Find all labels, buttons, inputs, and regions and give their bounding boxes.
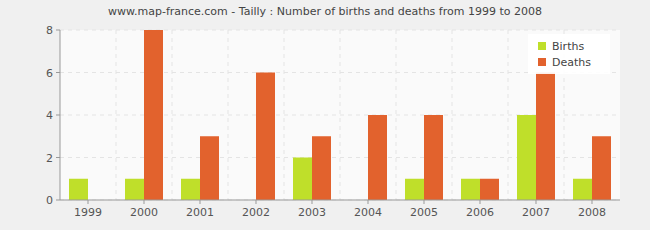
y-tick-label: 0: [46, 194, 53, 207]
grid-line-x: [340, 30, 341, 200]
legend-swatch: [538, 58, 546, 66]
bar: [312, 136, 331, 200]
title: www.map-france.com - Tailly : Number of …: [108, 5, 542, 18]
bar: [144, 30, 163, 200]
x-tick: [144, 200, 145, 204]
grid-line-x: [228, 30, 229, 200]
x-tick: [88, 200, 89, 204]
legend-label: Deaths: [552, 56, 591, 69]
x-tick: [536, 200, 537, 204]
x-tick: [480, 200, 481, 204]
bar: [69, 179, 88, 200]
x-tick: [200, 200, 201, 204]
grid-line-x: [508, 30, 509, 200]
x-tick-label: 2002: [242, 206, 270, 219]
y-tick: [56, 200, 60, 201]
y-tick-label: 4: [46, 109, 53, 122]
x-tick-label: 1999: [74, 206, 102, 219]
bar: [405, 179, 424, 200]
y-tick: [56, 30, 60, 31]
bar: [125, 179, 144, 200]
y-tick-label: 2: [46, 152, 53, 165]
y-axis: [60, 30, 61, 200]
x-tick-label: 2000: [130, 206, 158, 219]
bar: [536, 73, 555, 201]
chart-container: www.map-france.com - Tailly : Number of …: [0, 0, 650, 230]
background: [0, 0, 650, 230]
bar: [200, 136, 219, 200]
x-tick: [368, 200, 369, 204]
bar: [424, 115, 443, 200]
bars: [69, 30, 611, 200]
bar: [368, 115, 387, 200]
x-tick-label: 2005: [410, 206, 438, 219]
grid-line-x: [396, 30, 397, 200]
bar: [293, 158, 312, 201]
x-tick: [424, 200, 425, 204]
x-tick-label: 2007: [522, 206, 550, 219]
chart-svg: www.map-france.com - Tailly : Number of …: [0, 0, 650, 230]
x-tick: [592, 200, 593, 204]
legend-swatch: [538, 42, 546, 50]
x-tick: [312, 200, 313, 204]
y-tick: [56, 157, 60, 158]
x-tick-label: 2008: [578, 206, 606, 219]
y-tick-label: 6: [46, 67, 53, 80]
x-tick: [256, 200, 257, 204]
y-tick: [56, 115, 60, 116]
bar: [256, 73, 275, 201]
x-tick-label: 2001: [186, 206, 214, 219]
bar: [181, 179, 200, 200]
bar: [517, 115, 536, 200]
bar: [480, 179, 499, 200]
bar: [592, 136, 611, 200]
grid-line-x: [284, 30, 285, 200]
x-tick-label: 2004: [354, 206, 382, 219]
bar: [461, 179, 480, 200]
legend-label: Births: [552, 40, 584, 53]
grid-line-x: [452, 30, 453, 200]
y-tick-label: 8: [46, 24, 53, 37]
x-tick-label: 2003: [298, 206, 326, 219]
x-tick-label: 2006: [466, 206, 494, 219]
bar: [573, 179, 592, 200]
legend-box: [528, 34, 610, 74]
plot-area: [60, 30, 620, 200]
grid-line-x: [116, 30, 117, 200]
y-tick: [56, 72, 60, 73]
grid-line-x: [172, 30, 173, 200]
